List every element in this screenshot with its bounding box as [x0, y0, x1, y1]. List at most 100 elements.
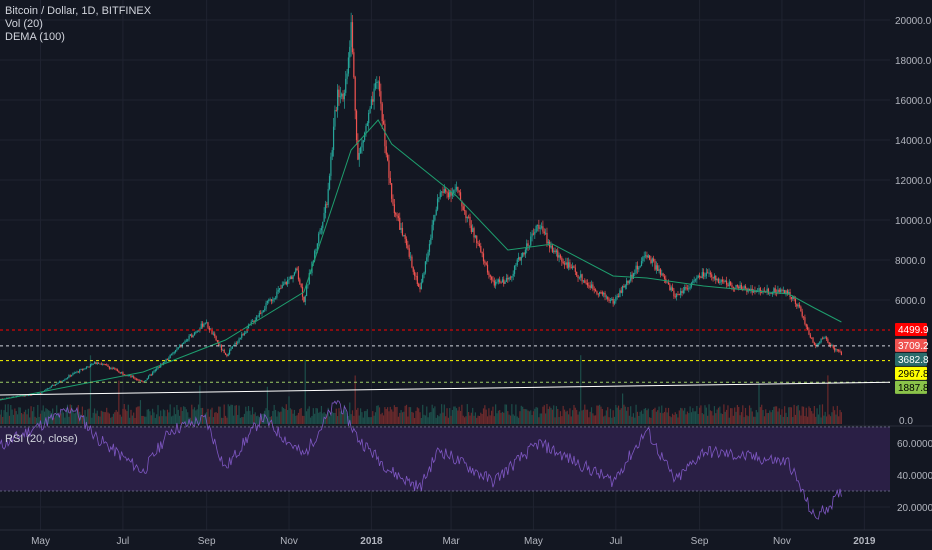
- volume-bar: [596, 405, 598, 424]
- candle-body: [238, 338, 240, 343]
- candle-body: [767, 288, 770, 294]
- candle-body: [197, 330, 200, 332]
- volume-bar: [34, 416, 36, 424]
- volume-bar: [773, 406, 775, 424]
- rsi-legend[interactable]: RSI (20, close): [5, 433, 78, 445]
- rsi-tick-label: 60.0000: [897, 439, 932, 450]
- volume-bar: [609, 408, 612, 424]
- symbol-title[interactable]: Bitcoin / Dollar, 1D, BITFINEX: [5, 5, 152, 17]
- volume-bar: [812, 413, 814, 424]
- volume-bar: [119, 414, 121, 424]
- volume-bar: [431, 404, 433, 424]
- candle-body: [116, 369, 119, 372]
- volume-bar: [742, 405, 744, 424]
- volume-bar: [46, 409, 48, 424]
- volume-bar: [222, 417, 224, 424]
- volume-bar: [536, 407, 539, 424]
- volume-bar: [142, 415, 144, 424]
- volume-bar: [169, 404, 171, 424]
- price-label-box[interactable]: [895, 352, 927, 366]
- candle-body: [442, 191, 444, 193]
- volume-bar: [426, 406, 428, 424]
- price-label-box[interactable]: [895, 366, 927, 380]
- volume-bar: [116, 411, 119, 424]
- candle-body: [61, 381, 63, 383]
- volume-bar: [22, 414, 24, 424]
- volume-bar: [99, 416, 101, 424]
- volume-bar: [289, 408, 291, 424]
- volume-bar: [700, 405, 702, 424]
- candle-body: [607, 296, 609, 300]
- candle-body: [834, 347, 836, 351]
- candle-body: [785, 290, 787, 294]
- price-label-box[interactable]: [895, 380, 927, 394]
- candle-body: [112, 368, 115, 370]
- candle-body: [76, 371, 78, 373]
- price-label-box[interactable]: [895, 338, 927, 352]
- volume-bar: [689, 406, 691, 424]
- candle-body: [426, 257, 428, 262]
- volume-legend[interactable]: Vol (20): [5, 18, 43, 30]
- candle-body: [270, 299, 273, 302]
- volume-bar: [408, 407, 410, 424]
- volume-bar: [391, 409, 393, 424]
- volume-bar: [667, 407, 670, 424]
- candle-body: [314, 251, 316, 261]
- candle-body: [139, 380, 142, 382]
- candle-body: [793, 296, 795, 299]
- volume-bar: [577, 414, 579, 424]
- trendline[interactable]: [0, 381, 891, 396]
- candle-body: [674, 296, 676, 298]
- volume-bar: [52, 408, 54, 424]
- volume-bar: [732, 415, 734, 424]
- volume-bar: [555, 406, 558, 424]
- candle-body: [156, 368, 158, 370]
- volume-bar: [43, 411, 46, 424]
- volume-bar: [266, 386, 269, 424]
- dema-legend[interactable]: DEMA (100): [5, 31, 65, 43]
- candle-body: [788, 292, 790, 294]
- volume-bar: [249, 410, 251, 424]
- candle-body: [391, 183, 393, 199]
- volume-bar: [250, 414, 252, 424]
- volume-bar: [662, 413, 664, 424]
- candle-body: [458, 190, 460, 193]
- volume-bar: [0, 414, 1, 424]
- volume-bar: [39, 413, 42, 424]
- candle-body: [441, 191, 443, 193]
- volume-bar: [436, 415, 439, 424]
- volume-bar: [87, 409, 89, 424]
- volume-bar: [218, 406, 220, 424]
- volume-bar: [285, 404, 287, 424]
- candle-body: [283, 284, 285, 286]
- volume-bar: [489, 415, 491, 424]
- candle-body: [739, 284, 741, 289]
- candle-body: [708, 272, 710, 274]
- volume-bar: [505, 404, 508, 424]
- price-label-box[interactable]: [895, 323, 927, 337]
- candle-body: [603, 292, 605, 295]
- volume-bar: [834, 410, 836, 424]
- volume-bar: [515, 404, 517, 424]
- candle-body: [285, 281, 287, 285]
- volume-bar: [451, 410, 454, 424]
- volume-bar: [54, 415, 56, 424]
- candle-body: [272, 299, 274, 302]
- candle-body: [649, 255, 651, 260]
- volume-bar: [173, 407, 175, 424]
- candle-body: [274, 297, 277, 299]
- rsi-band: [0, 427, 890, 491]
- volume-bar: [750, 407, 752, 424]
- volume-bar: [21, 412, 23, 424]
- volume-bar: [401, 412, 404, 424]
- volume-bar: [326, 414, 328, 424]
- candle-body: [195, 332, 197, 334]
- candle-body: [703, 272, 705, 277]
- volume-bar: [520, 405, 522, 424]
- candle-body: [399, 217, 401, 230]
- volume-bar: [543, 405, 545, 424]
- volume-bar: [499, 410, 501, 424]
- price-label: 2967.8: [898, 369, 929, 380]
- candle-body: [784, 290, 786, 294]
